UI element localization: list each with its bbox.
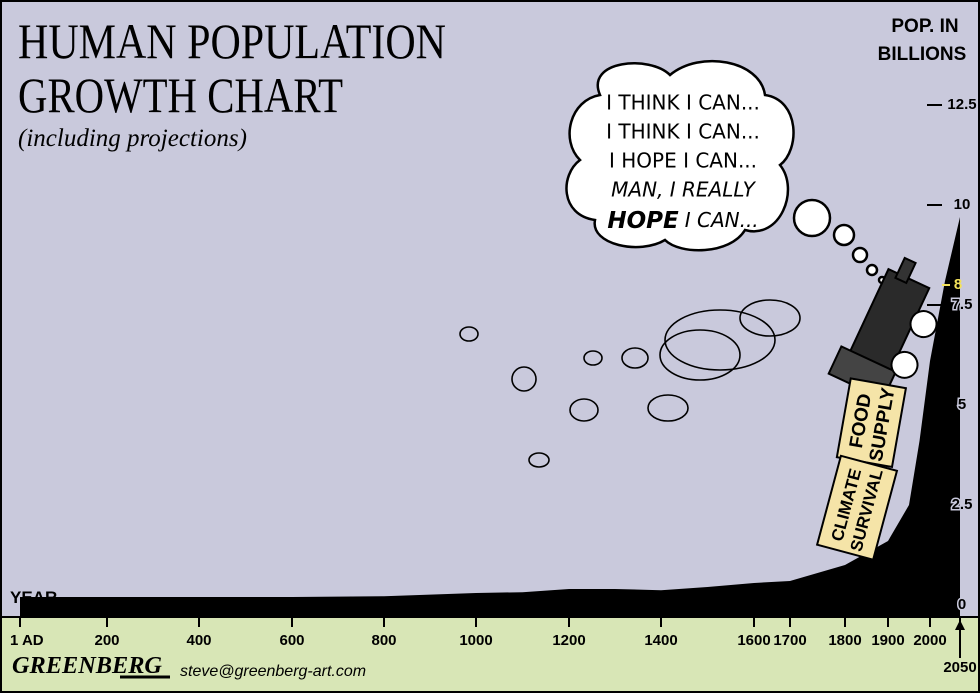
x-tick-label: 400 (186, 632, 211, 649)
bubble-dot (851, 246, 869, 264)
smoke-puff (583, 350, 603, 366)
bubble-text: I THINK I CAN... (606, 120, 760, 144)
x-tick-label: 2000 (913, 632, 946, 649)
chart-title: HUMAN POPULATION (18, 13, 446, 69)
x-tick-label: 2050 (943, 659, 976, 676)
y-tick-label: 7.5 (952, 296, 973, 313)
x-tick-label: 1900 (871, 632, 904, 649)
smokestack (894, 256, 917, 285)
wheel (890, 350, 919, 379)
x-tick-label: 1600 (737, 632, 770, 649)
bubble-text: MAN, I REALLY (611, 178, 756, 202)
x-tick-label: 1 AD (10, 632, 44, 649)
bubble-text: I HOPE I CAN... (609, 149, 757, 173)
arrow-head (955, 620, 965, 630)
train-car: FOOD SUPPLY (835, 377, 908, 469)
thought-bubble (565, 60, 887, 285)
wheel (909, 310, 938, 339)
smoke-puff (739, 299, 801, 337)
bubble-text-part: I CAN... (685, 208, 759, 232)
x-tick-label: 1400 (644, 632, 677, 649)
bubble-cloud (565, 60, 795, 252)
bubble-dot (792, 198, 832, 238)
x-tick-label: 1200 (552, 632, 585, 649)
x-tick-label: 1700 (773, 632, 806, 649)
bubble-emphasis: HOPE (607, 208, 679, 234)
area-layer (20, 217, 960, 617)
y-axis-label: POP. IN (891, 16, 958, 37)
email: steve@greenberg-art.com (180, 663, 366, 680)
axis-layer: 0 2.5 5 7.5 10 12.5 8 1 AD 200 400 600 800 1000 1200 1… (10, 94, 978, 676)
y-tick-label: 2.5 (952, 496, 973, 513)
x-tick-label: 1000 (459, 632, 492, 649)
bubble-text: HOPE I CAN... (607, 208, 758, 234)
y-tick-label: 5 (958, 396, 966, 413)
smoke-puff (511, 366, 537, 392)
plot-background (0, 0, 980, 618)
y-tick-label: 10 (954, 196, 971, 213)
bubble-text: I THINK I CAN... (606, 91, 760, 115)
smoke-puff (459, 326, 479, 342)
bubble-dot (832, 223, 856, 247)
y-tick-label: 12.5 (947, 96, 976, 113)
x-tick-label: 1800 (828, 632, 861, 649)
smoke-puff (659, 329, 741, 381)
population-area (20, 217, 960, 617)
smoke-puff (621, 347, 649, 369)
smoke (459, 299, 801, 468)
smoke-puff (647, 394, 689, 422)
smoke-puff (569, 398, 599, 422)
smoke-puff (664, 309, 776, 371)
chart-subtitle: (including projections) (18, 125, 247, 152)
signature: GREENBERG (12, 653, 163, 679)
car-body (815, 454, 899, 561)
bubble-dot (865, 263, 879, 277)
smoke-puff (528, 452, 550, 468)
chart-title: GROWTH CHART (18, 67, 343, 123)
y-tick-label: 0 (958, 596, 966, 613)
x-tick-label: 600 (279, 632, 304, 649)
x-tick-label: 800 (371, 632, 396, 649)
x-tick-label: 200 (94, 632, 119, 649)
y-axis-label: BILLIONS (878, 44, 967, 65)
x-axis-label: YEAR (10, 588, 57, 607)
x-axis-strip (0, 616, 980, 693)
highlight-tick-label: 8 (954, 276, 962, 293)
